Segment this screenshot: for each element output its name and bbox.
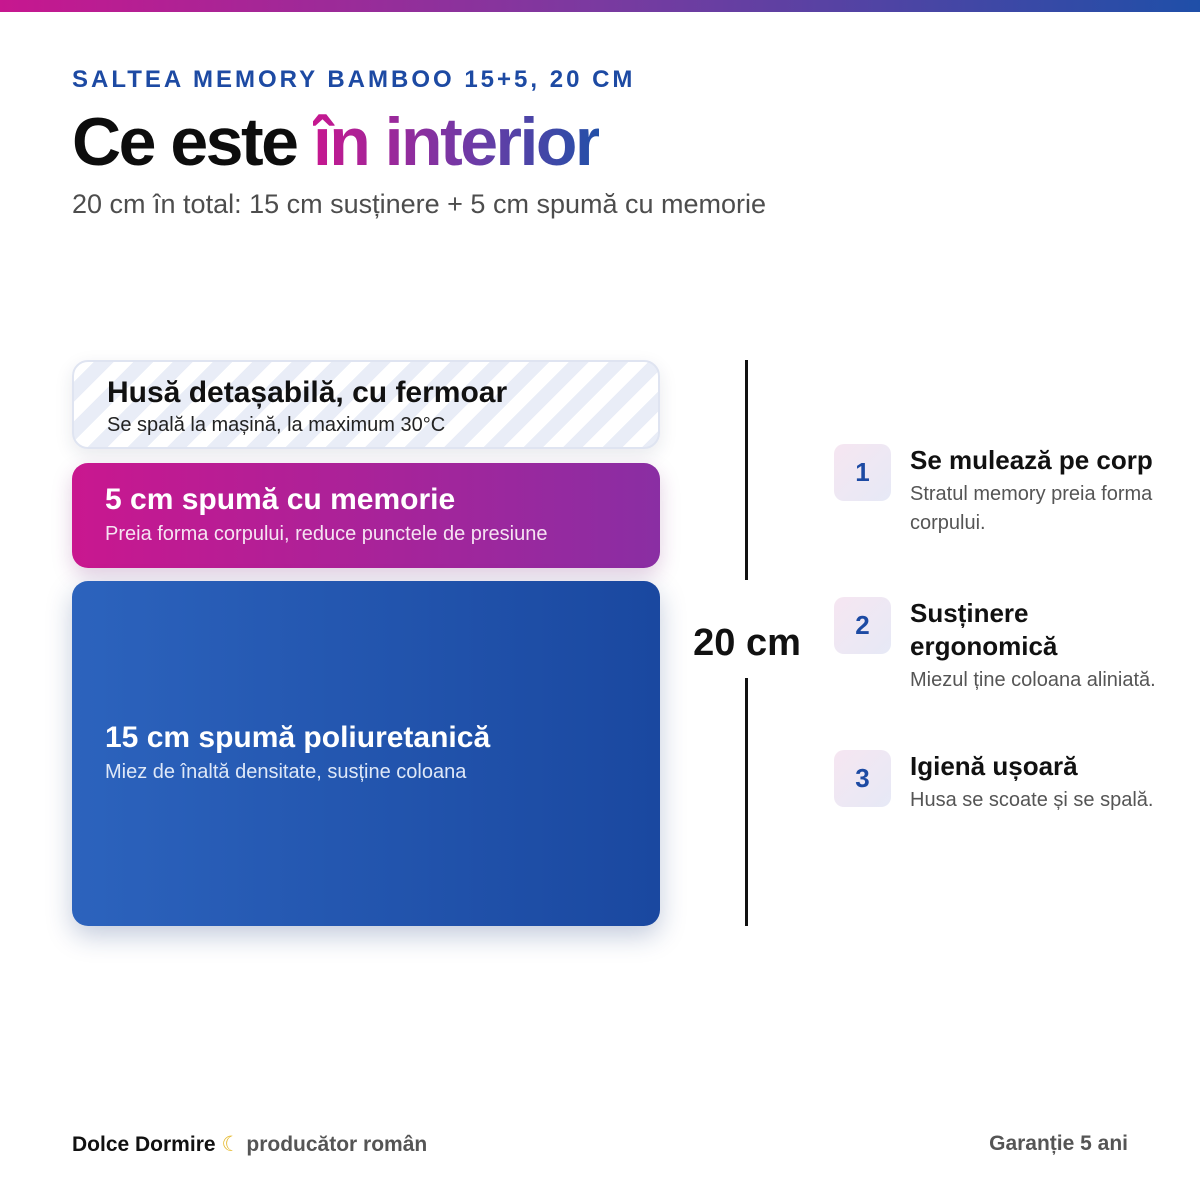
feature-number-badge: 1	[834, 444, 891, 501]
layer-poly-title: 15 cm spumă poliuretanică	[105, 721, 491, 754]
feature-desc: Husa se scoate și se spală.	[910, 789, 1154, 811]
layer-memory-title: 5 cm spumă cu memorie	[105, 483, 456, 516]
warranty-label: Garanție 5 ani	[989, 1132, 1128, 1155]
page-title: Ce este în interior	[72, 102, 602, 182]
brand-name: Dolce Dormire	[72, 1133, 216, 1156]
measure-line-top	[745, 360, 748, 580]
feature-body: Susținere ergonomică Miezul ține coloana…	[910, 597, 1160, 695]
layer-polyurethane-foam: 15 cm spumă poliuretanică Miez de înaltă…	[72, 581, 660, 926]
feature-title: Susținere ergonomică	[910, 598, 1058, 661]
measure-label: 20 cm	[693, 622, 801, 664]
feature-body: Igienă ușoară Husa se scoate și se spală…	[910, 750, 1160, 815]
feature-title: Se mulează pe corp	[910, 445, 1153, 475]
page-subtitle: 20 cm în total: 15 cm susținere + 5 cm s…	[72, 189, 767, 219]
feature-desc: Miezul ține coloana aliniată.	[910, 669, 1156, 691]
title-plain: Ce este	[72, 104, 313, 180]
layer-poly-desc: Miez de înaltă densitate, susține coloan…	[105, 761, 467, 783]
feature-desc: Stratul memory preia forma corpului.	[910, 483, 1153, 534]
product-eyebrow: SALTEA MEMORY BAMBOO 15+5, 20 CM	[72, 66, 636, 93]
feature-title: Igienă ușoară	[910, 751, 1078, 781]
layer-memory-desc: Preia forma corpului, reduce punctele de…	[105, 523, 548, 545]
layer-cover-desc: Se spală la mașină, la maximum 30°C	[107, 414, 446, 436]
top-gradient-bar	[0, 0, 1200, 12]
feature-body: Se mulează pe corp Stratul memory preia …	[910, 444, 1160, 538]
measure-line-bottom	[745, 678, 748, 926]
feature-number-badge: 3	[834, 750, 891, 807]
feature-number-badge: 2	[834, 597, 891, 654]
layer-memory-foam: 5 cm spumă cu memorie Preia forma corpul…	[72, 463, 660, 568]
brand-tagline: producător român	[246, 1133, 428, 1156]
title-highlight: în interior	[312, 104, 602, 180]
moon-icon: ☾	[221, 1133, 241, 1156]
footer-brand: Dolce Dormire ☾ producător român	[72, 1132, 427, 1157]
layer-cover: Husă detașabilă, cu fermoar Se spală la …	[72, 360, 660, 449]
layer-cover-title: Husă detașabilă, cu fermoar	[107, 376, 508, 409]
